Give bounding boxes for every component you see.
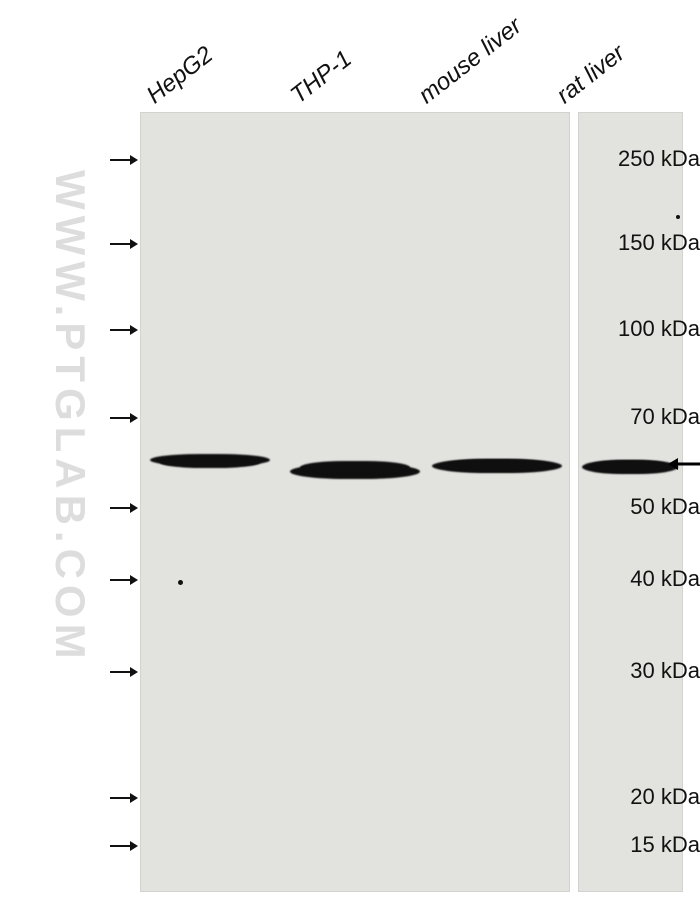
mw-marker-label: 150 kDa [592,230,700,256]
mw-marker-label: 15 kDa [592,832,700,858]
mw-marker-label: 20 kDa [592,784,700,810]
mw-marker-label: 250 kDa [592,146,700,172]
protein-band [582,458,678,478]
artifact-speck [676,215,680,219]
band-indicator-arrow [666,455,700,473]
watermark-text: WWW.PTGLAB.COM [46,170,94,665]
mw-marker-label: 30 kDa [592,658,700,684]
mw-marker-label: 50 kDa [592,494,700,520]
blot-figure: WWW.PTGLAB.COM 250 kDa 150 kDa 100 kDa 70 k… [0,0,700,903]
protein-band [150,454,270,472]
protein-band [432,457,562,477]
mw-marker-arrow [110,153,140,167]
lane-label: HepG2 [142,41,219,110]
mw-marker-arrow [110,411,140,425]
mw-marker-arrow [110,237,140,251]
mw-marker-arrow [110,501,140,515]
artifact-speck [178,580,183,585]
mw-marker-label: 40 kDa [592,566,700,592]
mw-marker-arrow [110,839,140,853]
protein-band [290,460,420,481]
mw-marker-arrow [110,323,140,337]
mw-marker-arrow [110,665,140,679]
lane-label: rat liver [552,39,631,110]
mw-marker-arrow [110,573,140,587]
mw-marker-arrow [110,791,140,805]
mw-marker-label: 70 kDa [592,404,700,430]
lane-label: mouse liver [414,12,528,110]
mw-marker-label: 100 kDa [592,316,700,342]
membrane-panel-left [140,112,570,892]
lane-label: THP-1 [286,45,358,110]
